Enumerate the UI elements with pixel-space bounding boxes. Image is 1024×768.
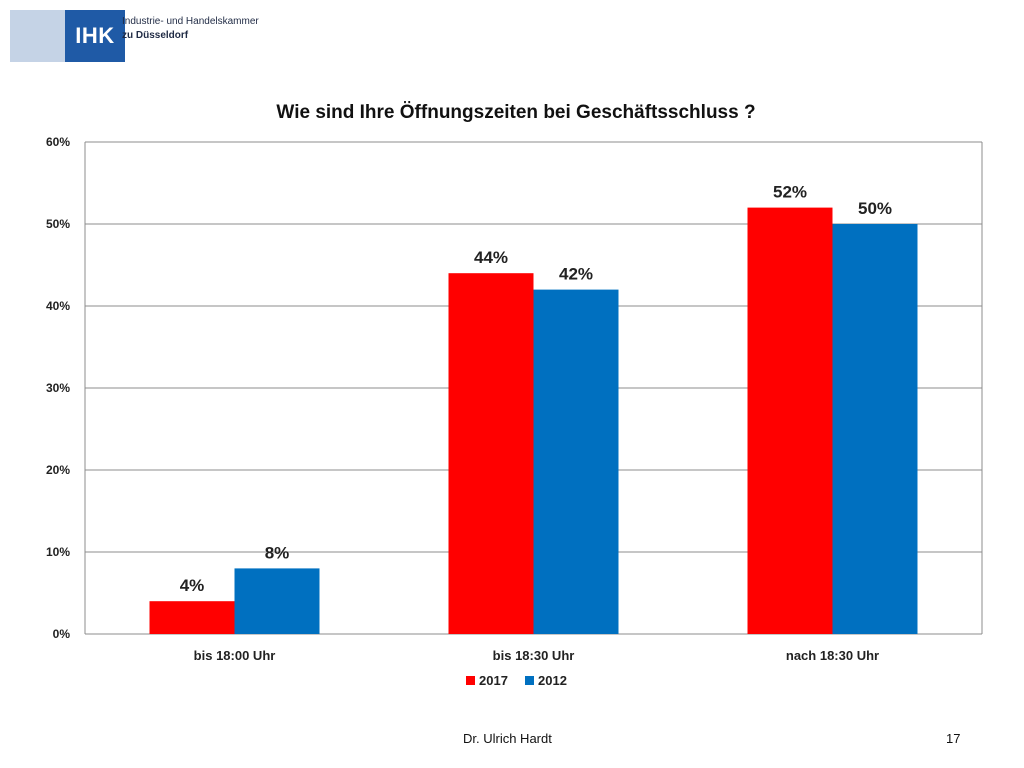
y-axis-ticks: 0% 10% 20% 30% 40% 50% 60% xyxy=(46,135,70,641)
legend-swatch xyxy=(466,676,475,685)
y-tick-label: 20% xyxy=(46,463,70,477)
category-labels: bis 18:00 Uhr bis 18:30 Uhr nach 18:30 Uhr xyxy=(194,648,879,663)
bar-chart: Wie sind Ihre Öffnungszeiten bei Geschäf… xyxy=(46,102,983,688)
legend: 2017 2012 xyxy=(466,673,567,688)
footer-author: Dr. Ulrich Hardt xyxy=(463,731,552,746)
data-label: 52% xyxy=(773,183,807,202)
y-tick-label: 40% xyxy=(46,299,70,313)
logo-bar xyxy=(10,10,65,62)
y-tick-label: 10% xyxy=(46,545,70,559)
y-tick-label: 30% xyxy=(46,381,70,395)
bar-2012 xyxy=(533,289,619,634)
bar-2017 xyxy=(448,273,534,634)
data-labels: 4% 8% 44% 42% 52% 50% xyxy=(180,183,892,596)
page-number: 17 xyxy=(946,731,961,746)
logo-mark: IHK xyxy=(65,10,125,62)
logo-line-2: zu Düsseldorf xyxy=(122,30,189,41)
y-tick-label: 60% xyxy=(46,135,70,149)
legend-label: 2012 xyxy=(538,673,567,688)
bars xyxy=(149,207,918,634)
ihk-logo: IHK Industrie- und Handelskammer zu Düss… xyxy=(10,10,260,62)
y-tick-label: 50% xyxy=(46,217,70,231)
legend-label: 2017 xyxy=(479,673,508,688)
data-label: 4% xyxy=(180,576,205,595)
data-label: 8% xyxy=(265,543,290,562)
logo-line-1: Industrie- und Handelskammer xyxy=(122,16,259,27)
data-label: 50% xyxy=(858,199,892,218)
bar-2017 xyxy=(747,207,833,634)
bar-2012 xyxy=(832,224,918,634)
y-tick-label: 0% xyxy=(53,627,71,641)
category-label: bis 18:30 Uhr xyxy=(493,648,575,663)
data-label: 42% xyxy=(559,265,593,284)
data-label: 44% xyxy=(474,248,508,267)
bar-2017 xyxy=(149,601,235,634)
chart-title: Wie sind Ihre Öffnungszeiten bei Geschäf… xyxy=(276,102,755,123)
category-label: bis 18:00 Uhr xyxy=(194,648,276,663)
bar-2012 xyxy=(234,568,320,634)
legend-swatch xyxy=(525,676,534,685)
category-label: nach 18:30 Uhr xyxy=(786,648,879,663)
